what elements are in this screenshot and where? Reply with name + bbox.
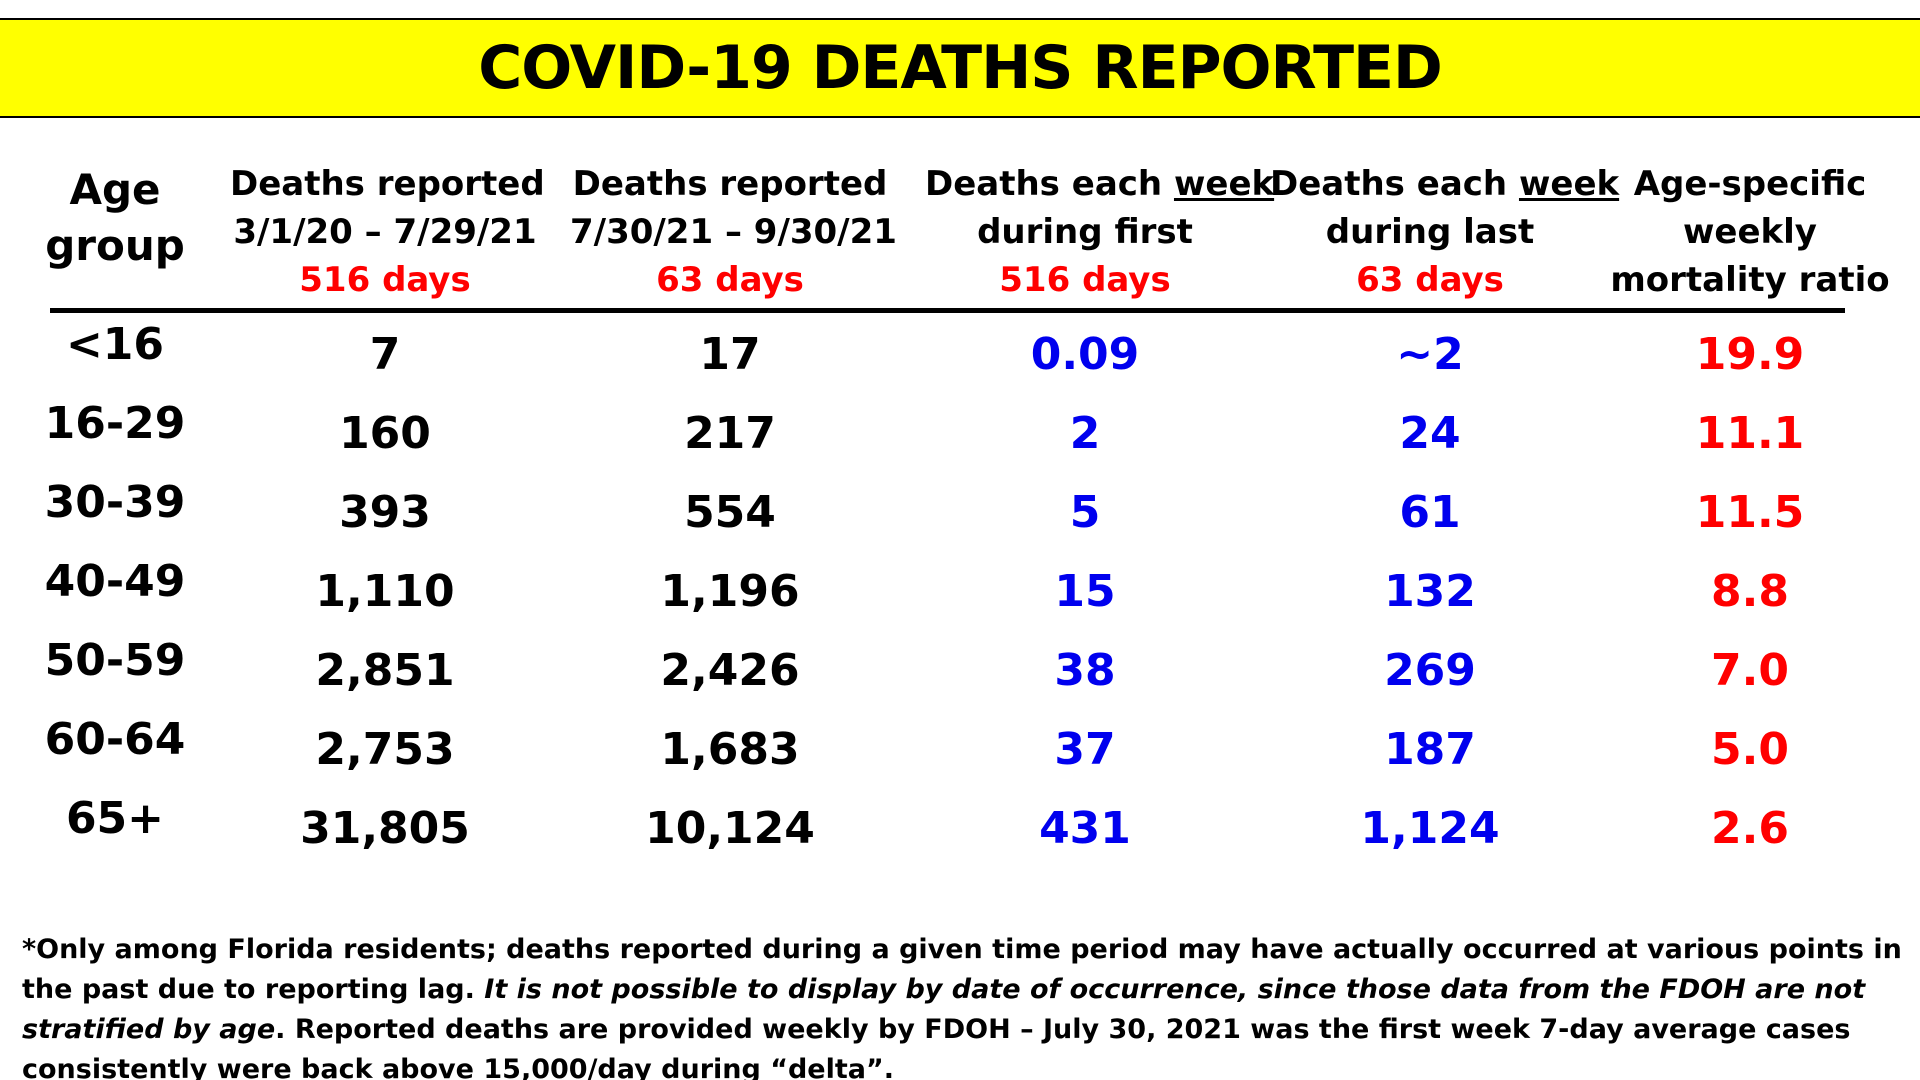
header-weekly-first: Deaths each week during first 516 days xyxy=(925,160,1274,304)
cell-deaths-first: 2,851 xyxy=(315,645,455,696)
cell-deaths-first: 160 xyxy=(339,408,431,459)
footnote-italic: It is not possible to display by date of… xyxy=(22,974,1866,1045)
header-divider xyxy=(50,308,1845,313)
cell-deaths-last: 17 xyxy=(699,329,761,380)
table-row: 50-59 2,851 2,426 38 269 7.0 xyxy=(0,635,1920,706)
cell-weekly-first: 2 xyxy=(1069,408,1101,459)
header-col3-line2: during first xyxy=(977,212,1193,252)
header-col3-pre: Deaths each xyxy=(925,164,1174,204)
header-col3-week: week xyxy=(1173,164,1275,204)
cell-ratio: 8.8 xyxy=(1711,566,1789,617)
header-deaths-first-period: Deaths reported 3/1/20 – 7/29/21 516 day… xyxy=(230,160,545,304)
header-col5-line1: Age-specific xyxy=(1633,164,1867,204)
cell-deaths-first: 2,753 xyxy=(315,724,455,775)
cell-deaths-last: 1,683 xyxy=(660,724,800,775)
cell-age: 50-59 xyxy=(44,635,186,686)
cell-ratio: 11.5 xyxy=(1695,487,1805,538)
cell-deaths-first: 31,805 xyxy=(300,803,470,854)
cell-deaths-first: 1,110 xyxy=(315,566,455,617)
cell-age: 30-39 xyxy=(44,477,186,528)
cell-deaths-first: 393 xyxy=(339,487,431,538)
cell-weekly-last: 187 xyxy=(1384,724,1476,775)
header-col4-line1: Deaths each week xyxy=(1270,160,1619,208)
header-col2-line1: Deaths reported xyxy=(572,164,888,204)
cell-weekly-first: 431 xyxy=(1039,803,1131,854)
cell-age: 60-64 xyxy=(44,714,186,765)
title-banner: COVID-19 DEATHS REPORTED xyxy=(0,18,1920,118)
header-deaths-last-period: Deaths reported 7/30/21 – 9/30/21 63 day… xyxy=(570,160,897,304)
cell-weekly-last: 132 xyxy=(1384,566,1476,617)
header-col4-pre: Deaths each xyxy=(1270,164,1519,204)
table-row: 16-29 160 217 2 24 11.1 xyxy=(0,398,1920,469)
cell-weekly-first: 15 xyxy=(1054,566,1116,617)
header-col5-line2: weekly xyxy=(1683,212,1817,252)
cell-weekly-last: ~2 xyxy=(1396,329,1464,380)
header-age-line1: Age xyxy=(69,165,161,214)
header-col4-days: 63 days xyxy=(1356,260,1504,300)
header-col5-line3: mortality ratio xyxy=(1610,260,1890,300)
page-title: COVID-19 DEATHS REPORTED xyxy=(478,33,1443,103)
cell-weekly-first: 38 xyxy=(1054,645,1116,696)
table-row: <16 7 17 0.09 ~2 19.9 xyxy=(0,319,1920,390)
cell-ratio: 5.0 xyxy=(1711,724,1789,775)
footnote-part1: *Only among Florida residents; deaths re… xyxy=(22,934,1902,1005)
header-age-group: Age group xyxy=(40,162,190,274)
cell-ratio: 2.6 xyxy=(1711,803,1789,854)
cell-ratio: 19.9 xyxy=(1695,329,1805,380)
header-col1-days: 516 days xyxy=(299,260,471,300)
cell-age: <16 xyxy=(65,319,165,370)
cell-ratio: 7.0 xyxy=(1711,645,1789,696)
header-col1-line1: Deaths reported xyxy=(230,164,545,204)
cell-weekly-last: 61 xyxy=(1399,487,1461,538)
header-col2-line2: 7/30/21 – 9/30/21 xyxy=(570,212,897,252)
cell-age: 16-29 xyxy=(44,398,186,449)
header-col3-days: 516 days xyxy=(999,260,1171,300)
footnote-part2: . Reported deaths are provided weekly by… xyxy=(22,1014,1851,1080)
cell-weekly-first: 0.09 xyxy=(1030,329,1140,380)
table-row: 65+ 31,805 10,124 431 1,124 2.6 xyxy=(0,793,1920,864)
cell-age: 65+ xyxy=(65,793,165,844)
cell-deaths-last: 217 xyxy=(684,408,776,459)
cell-weekly-last: 1,124 xyxy=(1360,803,1500,854)
cell-deaths-first: 7 xyxy=(369,329,401,380)
cell-weekly-first: 5 xyxy=(1069,487,1101,538)
header-col2-days: 63 days xyxy=(656,260,804,300)
table-row: 60-64 2,753 1,683 37 187 5.0 xyxy=(0,714,1920,785)
table-row: 40-49 1,110 1,196 15 132 8.8 xyxy=(0,556,1920,627)
header-weekly-last: Deaths each week during last 63 days xyxy=(1270,160,1619,304)
cell-deaths-last: 1,196 xyxy=(660,566,800,617)
header-age-line2: group xyxy=(45,221,185,270)
header-col1-line2: 3/1/20 – 7/29/21 xyxy=(233,212,537,252)
header-col3-line1: Deaths each week xyxy=(925,160,1274,208)
cell-weekly-first: 37 xyxy=(1054,724,1116,775)
table-row: 30-39 393 554 5 61 11.5 xyxy=(0,477,1920,548)
cell-age: 40-49 xyxy=(44,556,186,607)
header-col4-line2: during last xyxy=(1325,212,1535,252)
cell-ratio: 11.1 xyxy=(1695,408,1805,459)
cell-deaths-last: 2,426 xyxy=(660,645,800,696)
cell-deaths-last: 10,124 xyxy=(645,803,815,854)
footnote: *Only among Florida residents; deaths re… xyxy=(22,930,1902,1080)
header-mortality-ratio: Age-specific weekly mortality ratio xyxy=(1600,160,1900,304)
cell-weekly-last: 269 xyxy=(1384,645,1476,696)
header-col4-week: week xyxy=(1518,164,1620,204)
cell-deaths-last: 554 xyxy=(684,487,776,538)
cell-weekly-last: 24 xyxy=(1399,408,1461,459)
